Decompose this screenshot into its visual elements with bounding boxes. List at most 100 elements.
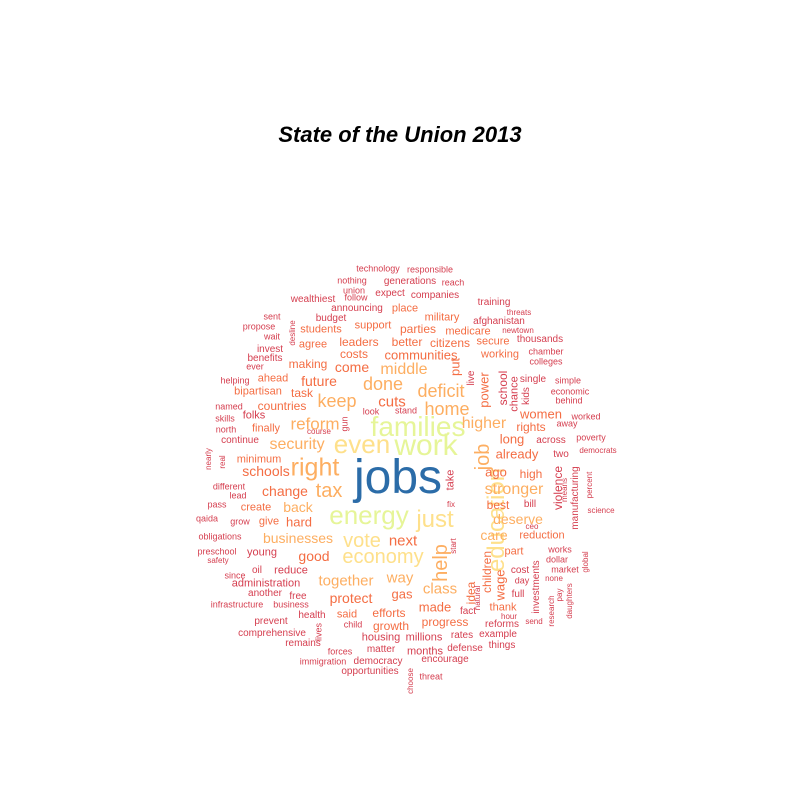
- word-jobs: jobs: [353, 451, 443, 504]
- word-months: months: [406, 645, 444, 658]
- word-high: high: [519, 467, 543, 481]
- word-sent: sent: [263, 311, 281, 322]
- word-citizens: citizens: [429, 336, 471, 350]
- word-thousands: thousands: [516, 334, 564, 345]
- word-nearly: nearly: [204, 448, 213, 470]
- word-reforms: reforms: [485, 619, 519, 630]
- word-reform: reform: [290, 414, 340, 434]
- word-manufacturing: manufacturing: [570, 466, 581, 530]
- word-come: come: [334, 359, 370, 375]
- word-rights: rights: [516, 420, 546, 434]
- word-qaida: qaida: [195, 513, 219, 524]
- word-none: none: [545, 574, 563, 583]
- word-day: day: [514, 575, 530, 586]
- word-economic: economic: [550, 386, 590, 397]
- word-medicare: medicare: [445, 325, 491, 338]
- word-remains: remains: [285, 638, 321, 649]
- word-follow: follow: [344, 292, 368, 303]
- word-higher: higher: [461, 415, 507, 432]
- word-just: just: [416, 506, 454, 533]
- word-defense: defense: [447, 643, 483, 654]
- word-fix: fix: [447, 500, 455, 509]
- word-fact: fact: [459, 606, 477, 617]
- word-reduction: reduction: [519, 529, 565, 542]
- word-costs: costs: [339, 347, 369, 361]
- word-wage: wage: [492, 569, 508, 601]
- word-middle: middle: [380, 361, 428, 378]
- word-cost: cost: [510, 565, 530, 576]
- word-care: care: [480, 527, 508, 543]
- word-desline: desline: [288, 320, 297, 346]
- word-best: best: [486, 498, 510, 512]
- word-students: students: [300, 323, 342, 336]
- word-health: health: [298, 610, 326, 621]
- word-efforts: efforts: [372, 606, 406, 620]
- word-prevent: prevent: [254, 616, 288, 627]
- word-stronger: stronger: [484, 481, 544, 498]
- word-away: away: [556, 418, 578, 429]
- word-benefits: benefits: [247, 353, 283, 364]
- word-security: security: [269, 436, 325, 453]
- word-already: already: [495, 446, 539, 462]
- word-bill: bill: [523, 499, 537, 510]
- word-made: made: [418, 599, 452, 615]
- word-technology: technology: [356, 263, 400, 274]
- word-full: full: [511, 589, 525, 600]
- word-working: working: [481, 348, 519, 361]
- word-give: give: [258, 515, 280, 528]
- chart-title: State of the Union 2013: [278, 122, 522, 147]
- word-works: works: [548, 544, 572, 555]
- word-two: two: [553, 449, 569, 460]
- word-announcing: announcing: [331, 303, 383, 314]
- word-economy: economy: [342, 546, 424, 568]
- word-budget: budget: [315, 313, 347, 324]
- word-families: families: [370, 411, 466, 442]
- word-folks: folks: [242, 409, 266, 422]
- word-keep: keep: [317, 391, 357, 411]
- word-way: way: [386, 569, 414, 587]
- word-future: future: [301, 373, 337, 389]
- word-continue: continue: [221, 435, 259, 446]
- word-part: part: [504, 545, 524, 558]
- word-north: north: [215, 424, 237, 435]
- word-science: science: [587, 506, 615, 515]
- word-next: next: [388, 532, 418, 550]
- word-companies: companies: [410, 290, 460, 301]
- word-democrats: democrats: [579, 446, 617, 455]
- word-ceo: ceo: [525, 522, 539, 531]
- word-ago: ago: [485, 464, 507, 480]
- word-percent: percent: [585, 471, 594, 499]
- word-choose: choose: [406, 668, 415, 694]
- word-deficit: deficit: [417, 381, 465, 401]
- word-place: place: [391, 302, 419, 315]
- word-afghanistan: afghanistan: [473, 316, 525, 327]
- word-right: right: [290, 453, 340, 482]
- word-growth: growth: [372, 619, 410, 633]
- word-schools: schools: [242, 463, 290, 479]
- word-making: making: [288, 357, 328, 371]
- word-comprehensive: comprehensive: [238, 628, 306, 639]
- word-ever: ever: [246, 361, 264, 372]
- word-take: take: [444, 469, 457, 491]
- word-wait: wait: [263, 331, 281, 342]
- word-start: start: [449, 538, 458, 554]
- word-chance: chance: [508, 376, 521, 412]
- word-thank: thank: [489, 601, 517, 614]
- word-tax: tax: [315, 480, 343, 502]
- word-reduce: reduce: [274, 564, 308, 577]
- word-union: union: [342, 285, 366, 296]
- word-gas: gas: [391, 586, 413, 602]
- word-nothing: nothing: [337, 275, 367, 286]
- word-investments: investments: [531, 560, 542, 614]
- word-business: business: [273, 599, 309, 610]
- word-rates: rates: [450, 630, 474, 641]
- word-real: real: [218, 455, 227, 469]
- word-class: class: [422, 580, 458, 598]
- word-pay: pay: [555, 588, 564, 602]
- word-named: named: [215, 401, 243, 412]
- word-daughters: daughters: [565, 583, 574, 619]
- word-responsible: responsible: [406, 264, 454, 275]
- word-deserve: deserve: [493, 511, 543, 527]
- word-millions: millions: [405, 631, 443, 644]
- word-market: market: [551, 564, 579, 575]
